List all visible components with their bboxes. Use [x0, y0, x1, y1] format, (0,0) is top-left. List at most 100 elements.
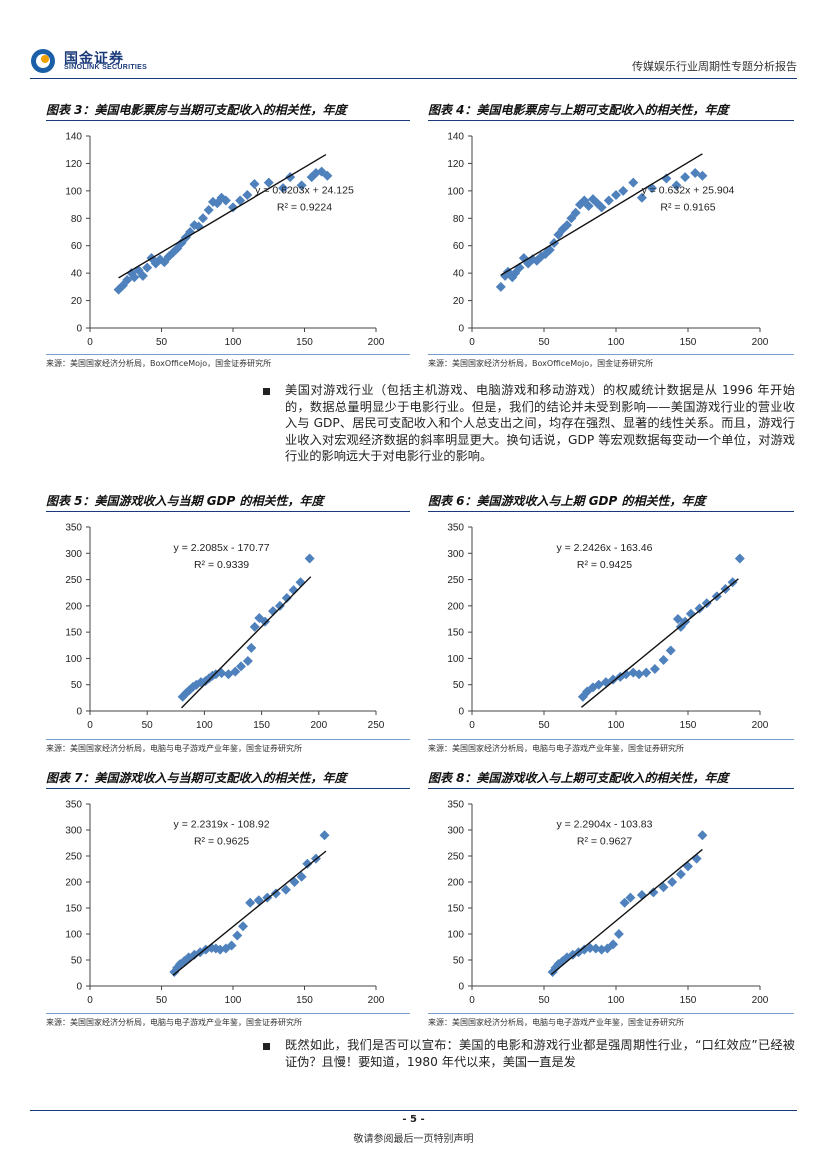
- data-point: [583, 200, 594, 211]
- x-tick-label: 100: [608, 720, 625, 731]
- fig4-title: 图表 4：美国电影票房与上期可支配收入的相关性，年度: [428, 103, 729, 117]
- data-point: [619, 897, 630, 908]
- y-tick-label: 50: [453, 956, 465, 967]
- data-point: [249, 621, 260, 632]
- data-point: [207, 196, 218, 207]
- data-point: [697, 830, 708, 841]
- data-point: [242, 189, 253, 200]
- data-point: [216, 192, 227, 203]
- x-tick-label: 50: [156, 995, 168, 1006]
- x-tick-label: 0: [469, 337, 475, 348]
- x-tick-label: 150: [680, 720, 697, 731]
- fig7-source: 来源：美国国家经济分析局，电脑与电子游戏产业年鉴，国金证券研究所: [46, 1018, 302, 1027]
- data-point: [608, 939, 619, 950]
- data-point: [507, 272, 518, 283]
- data-point: [230, 666, 241, 677]
- y-tick-label: 200: [65, 878, 82, 889]
- data-point: [295, 577, 306, 588]
- data-point: [621, 669, 632, 680]
- data-point: [249, 179, 260, 189]
- fig7-source-rule: [46, 1013, 410, 1014]
- header-divider: [30, 78, 797, 79]
- data-point: [155, 254, 166, 265]
- y-tick-label: 350: [447, 800, 464, 811]
- fig3-source-rule: [46, 354, 410, 355]
- data-point: [189, 949, 200, 960]
- data-point: [625, 892, 636, 903]
- y-tick-label: 80: [453, 214, 465, 225]
- fig8-title-rule: [428, 788, 794, 789]
- y-tick-label: 300: [65, 549, 82, 560]
- data-point: [150, 258, 161, 269]
- logo-text-cn: 国金证券: [64, 51, 124, 67]
- data-point: [550, 962, 561, 973]
- x-tick-label: 200: [752, 995, 769, 1006]
- body-paragraph-1: 美国对游戏行业（包括主机游戏、电脑游戏和移动游戏）的权威统计数据是从 1996 …: [285, 383, 795, 463]
- fig5-source: 来源：美国国家经济分析局，电脑与电子游戏产业年鉴，国金证券研究所: [46, 744, 302, 753]
- fig6-title: 图表 6：美国游戏收入与上期 GDP 的相关性，年度: [428, 494, 706, 508]
- data-point: [306, 172, 317, 183]
- trend-equation: y = 0.632x + 25.904: [642, 185, 735, 197]
- page-number: - 5 -: [402, 1114, 425, 1125]
- data-point: [680, 172, 691, 183]
- y-tick-label: 100: [447, 654, 464, 665]
- data-point: [579, 944, 590, 955]
- trend-line: [500, 153, 703, 276]
- fig7-title: 图表 7：美国游戏收入与当期可支配收入的相关性，年度: [46, 771, 347, 785]
- x-tick-label: 150: [680, 337, 697, 348]
- x-tick-label: 250: [368, 720, 385, 731]
- x-tick-label: 0: [469, 995, 475, 1006]
- y-tick-label: 60: [71, 241, 83, 252]
- y-tick-label: 250: [65, 852, 82, 863]
- fig4-source-rule: [428, 354, 794, 355]
- data-point: [220, 195, 231, 206]
- y-tick-label: 100: [65, 930, 82, 941]
- r-squared-label: R² = 0.9627: [577, 836, 632, 848]
- data-point: [235, 195, 246, 206]
- data-point: [215, 944, 226, 955]
- data-point: [197, 213, 208, 224]
- y-tick-label: 250: [447, 852, 464, 863]
- x-tick-label: 200: [752, 337, 769, 348]
- fig4-source: 来源：美国国家经济分析局，BoxOfficeMojo，国金证券研究所: [428, 359, 654, 368]
- data-point: [319, 830, 330, 841]
- fig7-chart: 0 50 100 150 200 250 300 350 0 50 100 150 200 y = 2.2…: [65, 800, 384, 1007]
- data-point: [263, 177, 274, 188]
- data-point: [238, 921, 249, 932]
- fig3-chart: 0 20 40 60 80 100 120 140 0 50 100 150 200 y = 0.6203…: [65, 132, 385, 349]
- data-point: [242, 656, 253, 667]
- fig3-title-rule: [46, 120, 410, 121]
- data-point: [495, 281, 506, 292]
- trend-equation: y = 2.2904x - 103.83: [556, 819, 652, 831]
- data-point: [142, 262, 153, 273]
- y-tick-label: 120: [447, 159, 464, 170]
- data-point: [634, 669, 645, 680]
- fig5-source-rule: [46, 739, 410, 740]
- x-tick-label: 150: [680, 995, 697, 1006]
- trend-equation: y = 0.6203x + 24.125: [255, 185, 354, 197]
- y-tick-label: 0: [458, 982, 464, 993]
- x-tick-label: 50: [538, 995, 550, 1006]
- y-tick-label: 0: [76, 707, 82, 718]
- bullet-marker: [263, 388, 270, 395]
- y-tick-label: 150: [65, 904, 82, 915]
- r-squared-label: R² = 0.9165: [660, 202, 715, 214]
- fig8-source: 来源：美国国家经济分析局，电脑与电子游戏产业年鉴，国金证券研究所: [428, 1018, 684, 1027]
- y-tick-label: 250: [447, 575, 464, 586]
- data-point: [246, 642, 257, 653]
- y-tick-label: 100: [447, 186, 464, 197]
- data-point: [200, 944, 211, 955]
- data-point: [296, 871, 307, 882]
- data-point: [232, 930, 243, 941]
- x-tick-label: 200: [368, 337, 385, 348]
- y-tick-label: 120: [65, 159, 82, 170]
- trend-line: [172, 850, 327, 976]
- x-tick-label: 0: [87, 995, 93, 1006]
- fig7-title-rule: [46, 788, 410, 789]
- data-point: [603, 195, 614, 206]
- y-tick-label: 40: [453, 269, 465, 280]
- fig8-title: 图表 8：美国游戏收入与上期可支配收入的相关性，年度: [428, 771, 729, 785]
- fig4-title-rule: [428, 120, 794, 121]
- data-point: [658, 882, 669, 893]
- x-tick-label: 200: [310, 720, 327, 731]
